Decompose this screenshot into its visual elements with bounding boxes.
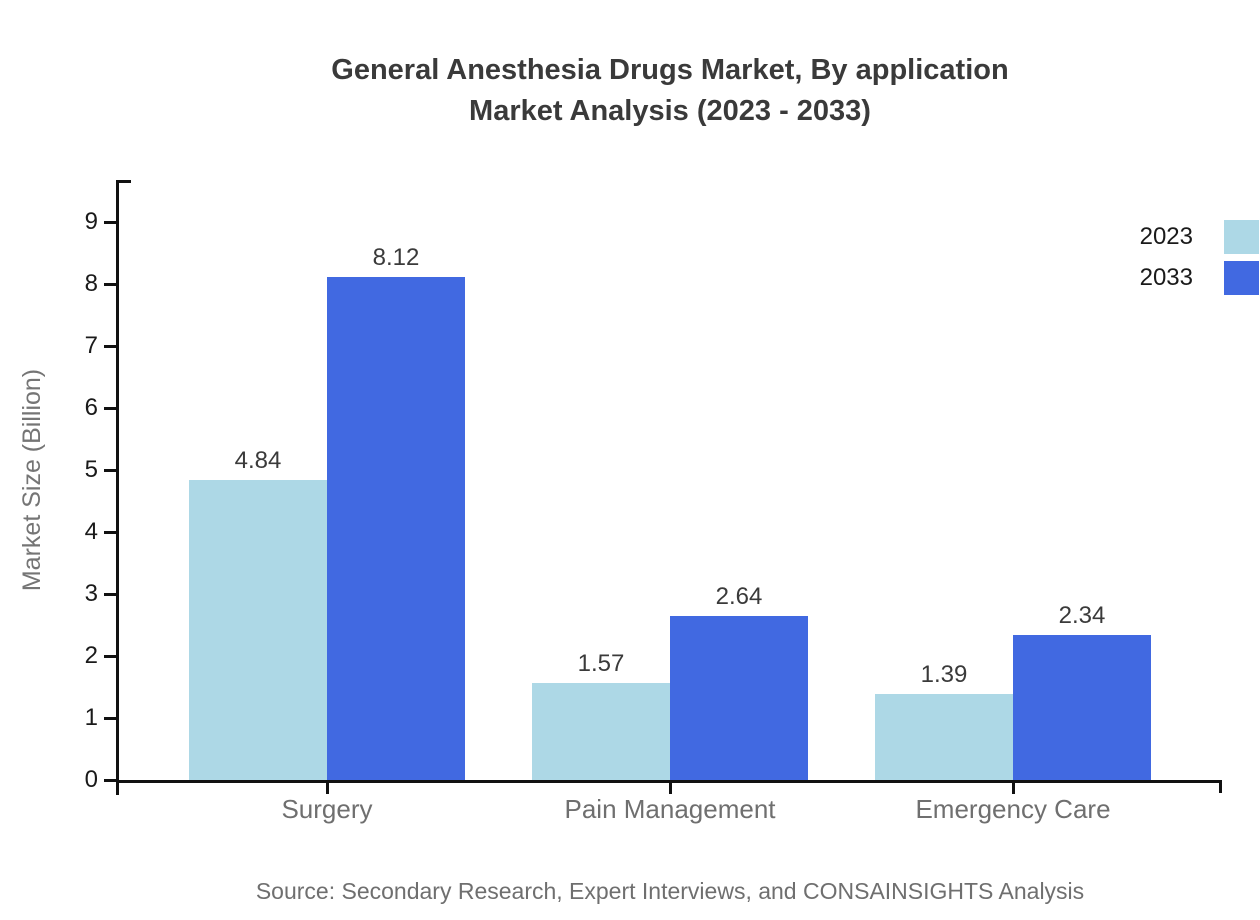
bar-value-label: 2.64	[715, 583, 763, 610]
bar-value-label: 4.84	[234, 447, 282, 474]
y-tick-mark	[104, 717, 116, 720]
category-label-pain-management: Pain Management	[564, 794, 776, 824]
legend-label-2033: 2033	[1139, 264, 1193, 291]
y-tick-label: 0	[84, 766, 98, 793]
bar-2033-pain-management	[670, 616, 808, 780]
category-label-surgery: Surgery	[281, 794, 373, 824]
y-tick-mark	[104, 283, 116, 286]
y-tick-mark	[104, 345, 116, 348]
bar-value-label: 1.39	[920, 661, 968, 688]
y-tick-mark	[104, 469, 116, 472]
y-tick-label: 5	[84, 456, 98, 483]
y-tick-label: 1	[84, 704, 98, 731]
bar-2023-emergency-care	[875, 694, 1013, 780]
chart-subtitle: Market Analysis (2023 - 2033)	[469, 95, 871, 127]
bar-value-label: 8.12	[372, 244, 420, 271]
bar-2033-surgery	[327, 277, 465, 780]
legend-swatch-2023	[1224, 220, 1259, 254]
bar-2033-emergency-care	[1013, 635, 1151, 780]
y-axis-line	[116, 180, 119, 795]
y-axis-end-cap	[116, 180, 131, 183]
y-tick-label: 3	[84, 580, 98, 607]
category-tick	[669, 780, 672, 794]
y-tick-label: 7	[84, 332, 98, 359]
y-tick-label: 9	[84, 208, 98, 235]
y-tick-mark	[104, 407, 116, 410]
y-tick-mark	[104, 779, 116, 782]
y-tick-mark	[104, 655, 116, 658]
x-axis-end-cap	[1219, 780, 1222, 793]
category-label-emergency-care: Emergency Care	[915, 794, 1111, 824]
category-tick	[326, 780, 329, 794]
y-tick-label: 8	[84, 270, 98, 297]
y-tick-mark	[104, 221, 116, 224]
y-tick-mark	[104, 593, 116, 596]
y-axis-label: Market Size (Billion)	[18, 368, 46, 592]
legend-label-2023: 2023	[1139, 223, 1193, 250]
legend-swatch-2033	[1224, 261, 1259, 295]
y-tick-label: 6	[84, 394, 98, 421]
chart-title-block: General Anesthesia Drugs Market, By appl…	[118, 50, 1222, 132]
bar-2023-surgery	[189, 480, 327, 780]
y-tick-mark	[104, 531, 116, 534]
y-tick-label: 2	[84, 642, 98, 669]
chart-title: General Anesthesia Drugs Market, By appl…	[331, 54, 1009, 86]
bar-value-label: 2.34	[1058, 602, 1106, 629]
y-tick-label: 4	[84, 518, 98, 545]
category-tick	[1012, 780, 1015, 794]
bar-value-label: 1.57	[577, 650, 625, 677]
source-text: Source: Secondary Research, Expert Inter…	[255, 878, 1085, 904]
bar-2023-pain-management	[532, 683, 670, 780]
